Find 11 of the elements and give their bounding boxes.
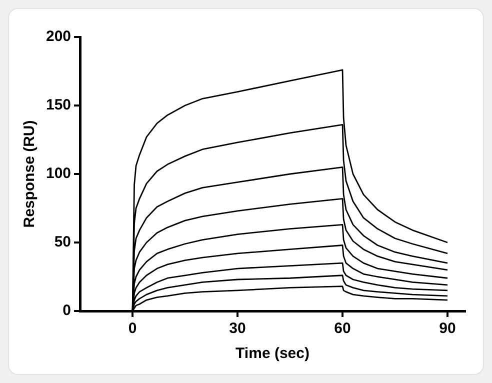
y-tick-label: 0 [62, 302, 72, 320]
y-axis-title: Response (RU) [21, 120, 38, 228]
y-tick-label: 100 [46, 165, 72, 182]
x-axis-title: Time (sec) [236, 345, 310, 362]
x-tick-label: 90 [439, 320, 456, 338]
y-tick-label: 200 [46, 28, 72, 46]
x-tick-label: 60 [334, 320, 351, 338]
y-tick-label: 50 [54, 234, 72, 251]
x-tick-label: 0 [128, 320, 137, 338]
y-tick-label: 150 [46, 96, 72, 114]
x-tick-label: 30 [229, 320, 246, 338]
